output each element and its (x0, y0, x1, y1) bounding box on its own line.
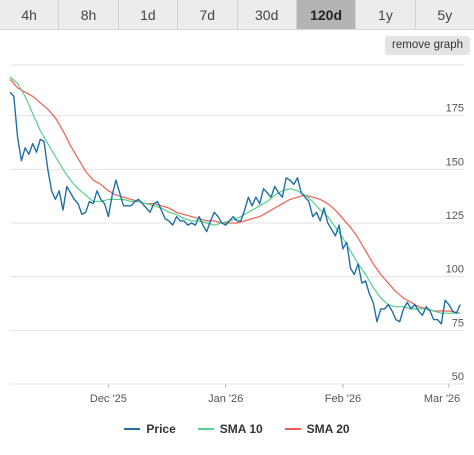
legend-item-sma-10[interactable]: SMA 10 (197, 420, 263, 438)
tab-1d[interactable]: 1d (118, 0, 179, 29)
y-tick-label: 125 (446, 210, 464, 222)
x-tick-label: Feb '26 (325, 393, 361, 405)
legend-swatch (197, 428, 214, 430)
tab-120d[interactable]: 120d (296, 0, 357, 29)
x-tick-label: Mar '26 (424, 393, 460, 405)
y-axis-labels: 50 75 100 125 150 175 (446, 103, 464, 383)
price-chart: 50 75 100 125 150 175 Dec '25 Jan '26 Feb '26 Ma… (9, 64, 464, 405)
y-tick-label: 100 (446, 264, 464, 276)
series-line-sma-20 (9, 78, 461, 314)
chart-series (9, 76, 461, 325)
series-line-sma-10 (9, 76, 461, 314)
remove-graph-button[interactable]: remove graph (385, 36, 470, 55)
legend-label: SMA 10 (219, 422, 263, 436)
tab-30d[interactable]: 30d (237, 0, 297, 29)
legend-swatch (284, 428, 301, 430)
chart-legend: Price SMA 10 SMA 20 (0, 420, 474, 438)
x-tick-label: Dec '25 (90, 393, 127, 405)
y-tick-label: 50 (452, 371, 464, 383)
legend-label: Price (146, 422, 176, 436)
chart-grid (10, 64, 464, 385)
y-tick-label: 150 (446, 156, 464, 168)
x-axis-labels: Dec '25 Jan '26 Feb '26 Mar '26 (90, 384, 460, 405)
y-tick-label: 175 (446, 103, 464, 115)
legend-label: SMA 20 (306, 422, 350, 436)
series-line-price (9, 91, 461, 325)
tab-7d[interactable]: 7d (178, 0, 238, 29)
legend-item-price[interactable]: Price (124, 420, 176, 438)
tab-8h[interactable]: 8h (59, 0, 119, 29)
legend-swatch (124, 428, 141, 430)
y-tick-label: 75 (452, 317, 464, 329)
legend-item-sma-20[interactable]: SMA 20 (284, 420, 350, 438)
tab-1y[interactable]: 1y (356, 0, 416, 29)
tab-4h[interactable]: 4h (0, 0, 60, 29)
time-range-tabs: 4h 8h 1d 7d 30d 120d 1y 5y (0, 0, 474, 30)
x-tick-label: Jan '26 (208, 393, 243, 405)
tab-5y[interactable]: 5y (415, 0, 474, 29)
